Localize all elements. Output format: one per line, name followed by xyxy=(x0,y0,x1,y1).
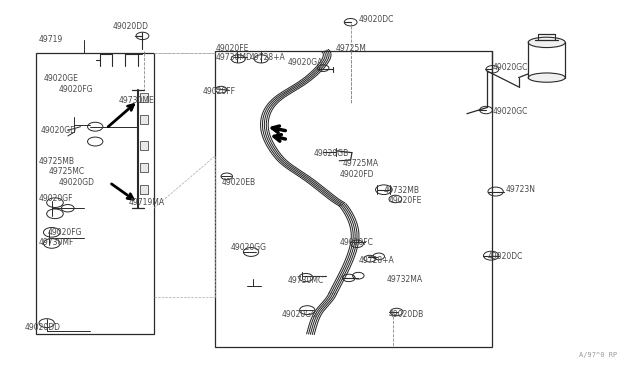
Text: 49020FG: 49020FG xyxy=(58,85,93,94)
Bar xyxy=(140,115,148,124)
Text: 49730MC: 49730MC xyxy=(288,276,324,285)
Text: 49730ME: 49730ME xyxy=(119,96,155,105)
Ellipse shape xyxy=(528,73,565,82)
Text: 49020EB: 49020EB xyxy=(221,178,256,187)
Text: 49732MB: 49732MB xyxy=(384,186,420,195)
Text: 49020DC: 49020DC xyxy=(487,252,523,261)
Text: 49728+A: 49728+A xyxy=(250,52,285,61)
Text: 49719MA: 49719MA xyxy=(129,198,164,207)
Bar xyxy=(140,93,148,102)
Text: 49723N: 49723N xyxy=(505,185,535,194)
Text: 49020FG: 49020FG xyxy=(48,228,83,237)
Text: 49020GD: 49020GD xyxy=(41,126,77,135)
Text: 49725MA: 49725MA xyxy=(342,158,378,167)
Text: 49719: 49719 xyxy=(39,35,63,44)
Text: 49020FE: 49020FE xyxy=(215,44,249,53)
Text: 49020FC: 49020FC xyxy=(339,238,373,247)
Text: 49020DD: 49020DD xyxy=(25,323,61,332)
Text: 49732MA: 49732MA xyxy=(387,275,423,284)
Text: 49020GB: 49020GB xyxy=(314,149,349,158)
Text: 49020FE: 49020FE xyxy=(389,196,422,205)
Bar xyxy=(36,52,154,334)
Text: 49020FD: 49020FD xyxy=(339,170,374,179)
Text: 49020GD: 49020GD xyxy=(58,178,94,187)
Text: 49020GG: 49020GG xyxy=(282,311,317,320)
Text: 49725M: 49725M xyxy=(336,44,367,53)
Text: 49020GF: 49020GF xyxy=(39,195,74,203)
Text: 49725MC: 49725MC xyxy=(49,167,84,176)
Text: 49020DC: 49020DC xyxy=(358,15,394,24)
Text: A/97^0 RP: A/97^0 RP xyxy=(579,352,617,358)
Bar xyxy=(140,141,148,150)
Text: 49020GE: 49020GE xyxy=(44,74,79,83)
Bar xyxy=(140,185,148,194)
Text: 49020GA: 49020GA xyxy=(288,58,323,67)
Text: 49730MD: 49730MD xyxy=(215,52,252,61)
Text: 49020DD: 49020DD xyxy=(113,22,148,31)
Text: 49020GC: 49020GC xyxy=(492,108,528,116)
Text: 49725MB: 49725MB xyxy=(39,157,75,166)
Text: 49730MF: 49730MF xyxy=(39,238,74,247)
Text: 49020GC: 49020GC xyxy=(492,63,528,72)
Bar xyxy=(140,163,148,172)
Bar xyxy=(214,51,492,347)
Ellipse shape xyxy=(528,37,565,48)
Text: 49020DB: 49020DB xyxy=(389,311,424,320)
Text: 49020GG: 49020GG xyxy=(230,243,267,251)
Text: 49020FF: 49020FF xyxy=(202,87,236,96)
Text: 49728+A: 49728+A xyxy=(358,256,394,265)
